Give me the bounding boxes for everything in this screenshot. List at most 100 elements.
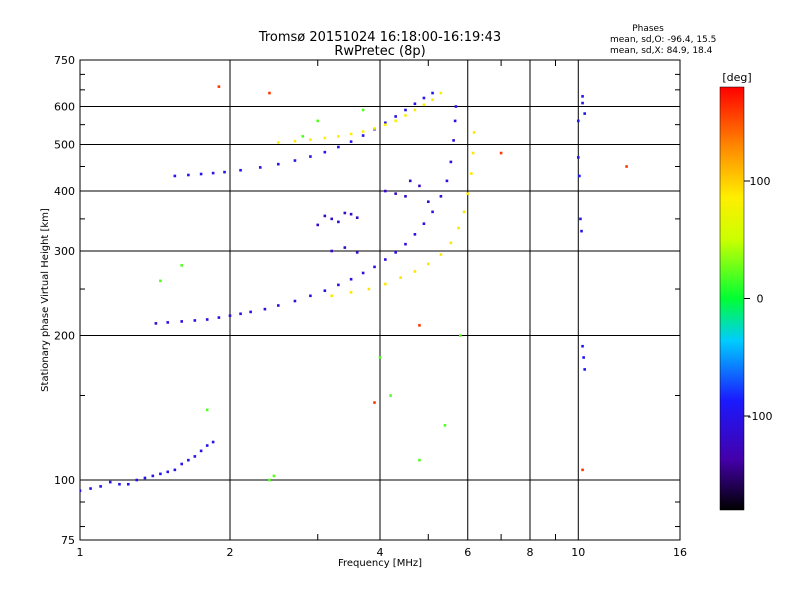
data-point — [459, 334, 462, 337]
data-point — [394, 119, 397, 123]
y-tick-label: 400 — [54, 185, 75, 198]
y-tick-label: 100 — [54, 474, 75, 487]
data-point — [268, 478, 271, 482]
data-point — [413, 233, 417, 236]
data-point — [323, 289, 327, 292]
data-point — [426, 262, 430, 266]
data-point — [581, 468, 584, 472]
data-point — [349, 277, 353, 281]
data-point — [211, 440, 215, 444]
axis-ticks: 1 2 4 6 8 10 16 75 100 200 300 400 500 600 750 — [54, 54, 687, 559]
data-point — [373, 401, 376, 404]
data-point — [337, 145, 340, 149]
stats-line-o: mean, sd,O: -96.4, 15.5 — [610, 35, 716, 45]
x-tick-label: 4 — [377, 546, 384, 559]
x-tick-label: 8 — [527, 546, 534, 559]
data-point — [276, 141, 280, 144]
data-point — [581, 344, 584, 348]
data-point — [373, 127, 376, 130]
data-point — [355, 251, 359, 254]
data-point — [462, 210, 466, 214]
data-point — [583, 368, 586, 371]
data-point — [118, 482, 121, 486]
data-point — [384, 189, 387, 193]
data-point — [443, 424, 447, 427]
data-point — [581, 101, 584, 105]
data-point — [355, 216, 359, 219]
data-point — [349, 140, 353, 143]
data-point — [337, 135, 340, 138]
x-tick-label: 6 — [464, 546, 471, 559]
data-point — [337, 283, 340, 287]
colorbar-ticks: -100 0 100 — [744, 175, 772, 423]
data-point — [108, 480, 112, 484]
data-point — [404, 108, 407, 112]
data-point — [205, 444, 209, 447]
data-point — [378, 356, 382, 359]
data-point — [384, 123, 387, 126]
data-point — [394, 115, 397, 118]
stats-line-x: mean, sd,X: 84.9, 18.4 — [610, 46, 713, 56]
data-point — [249, 310, 252, 314]
data-point — [80, 489, 82, 493]
data-point — [418, 458, 421, 462]
data-point — [99, 485, 102, 488]
data-point — [384, 258, 387, 261]
data-point — [276, 162, 280, 166]
data-point — [166, 321, 170, 324]
data-point — [466, 192, 470, 195]
data-point — [343, 246, 347, 249]
data-point — [579, 217, 582, 221]
data-point — [309, 294, 312, 298]
y-tick-label: 300 — [54, 245, 75, 258]
colorbar-tick-label: 100 — [750, 175, 771, 188]
data-point — [625, 165, 628, 168]
data-point — [143, 476, 147, 480]
data-point — [187, 173, 190, 177]
data-point — [384, 121, 387, 125]
data-point — [583, 112, 586, 115]
data-point — [373, 265, 376, 269]
data-point — [422, 103, 426, 107]
x-axis-label: Frequency [MHz] — [338, 558, 422, 569]
data-point — [173, 174, 177, 178]
data-point — [361, 134, 365, 137]
data-point — [449, 241, 453, 245]
data-point — [199, 449, 203, 453]
data-point — [404, 242, 407, 246]
data-point — [431, 91, 434, 95]
y-tick-label: 75 — [61, 534, 75, 547]
data-point — [349, 212, 353, 216]
data-point — [135, 478, 139, 482]
data-point — [89, 487, 92, 490]
data-point — [223, 170, 226, 174]
data-point — [187, 458, 190, 462]
colorbar-tick-label: -100 — [748, 410, 773, 423]
data-point — [413, 108, 417, 112]
chart-title: Tromsø 20151024 16:18:00-16:19:43 — [258, 30, 501, 45]
data-point — [439, 195, 443, 198]
data-point — [159, 279, 162, 283]
data-point — [211, 171, 215, 175]
data-point — [180, 264, 184, 267]
data-point — [453, 119, 457, 123]
data-point — [301, 135, 305, 138]
data-point — [316, 119, 320, 123]
data-point — [337, 220, 340, 224]
data-point — [154, 322, 158, 325]
data-point — [470, 172, 473, 175]
data-point — [228, 314, 232, 317]
data-point — [239, 168, 242, 172]
y-tick-label: 750 — [54, 54, 75, 67]
data-point — [159, 472, 162, 476]
colorbar-tick-label: 0 — [757, 293, 764, 306]
colorbar-label: [deg] — [722, 71, 751, 84]
data-point — [323, 214, 327, 218]
data-point — [268, 91, 271, 95]
data-point — [576, 156, 580, 159]
y-tick-label: 200 — [54, 330, 75, 343]
data-point — [361, 130, 365, 133]
x-tick-label: 2 — [227, 546, 234, 559]
stats-heading: Phases — [632, 24, 664, 34]
